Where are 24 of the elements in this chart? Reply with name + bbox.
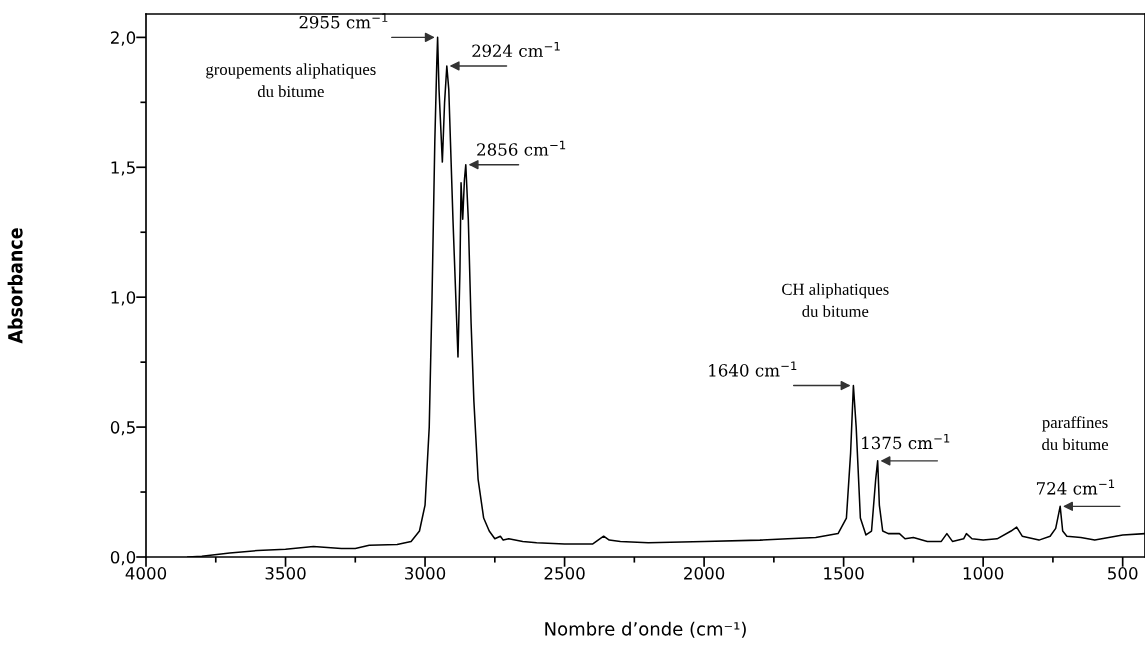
annotation: 1640 cm$^{−1}$ bbox=[709, 361, 797, 377]
annotation: 2924 cm$^{−1}$ bbox=[472, 41, 560, 58]
annotation: groupements aliphatiques du bitume bbox=[206, 63, 376, 98]
x-axis-title: Nombre d’onde (cm⁻¹) bbox=[545, 621, 746, 638]
annotation: paraffines du bitume bbox=[1042, 416, 1109, 451]
x-tick-label: 1500 bbox=[824, 567, 864, 580]
y-tick-label: 0,0 bbox=[110, 550, 136, 566]
x-tick-label: 4000 bbox=[125, 567, 167, 580]
x-tick-label: 1000 bbox=[963, 567, 1004, 580]
y-tick-label: 1,0 bbox=[111, 291, 136, 306]
x-tick-label: 2500 bbox=[544, 567, 585, 580]
annotation: 2955 cm$^{−1}$ bbox=[299, 13, 388, 29]
y-tick-label: 1,5 bbox=[111, 161, 135, 176]
annotation: CH aliphatiques du bitume bbox=[782, 283, 889, 317]
y-axis-title: Absorbance bbox=[7, 228, 23, 344]
annotation: 724 cm$^{−1}$ bbox=[1036, 479, 1115, 495]
x-tick-label: 2000 bbox=[684, 567, 725, 580]
annotation: 1375 cm$^{−1}$ bbox=[862, 434, 950, 450]
x-tick-label: 3500 bbox=[265, 567, 306, 580]
y-tick-label: 0,5 bbox=[110, 421, 135, 436]
y-tick-label: 2,0 bbox=[110, 31, 136, 46]
annotation: 2856 cm$^{−1}$ bbox=[477, 140, 566, 156]
x-tick-label: 3000 bbox=[405, 567, 446, 580]
x-tick-label: 500 bbox=[1108, 567, 1138, 580]
